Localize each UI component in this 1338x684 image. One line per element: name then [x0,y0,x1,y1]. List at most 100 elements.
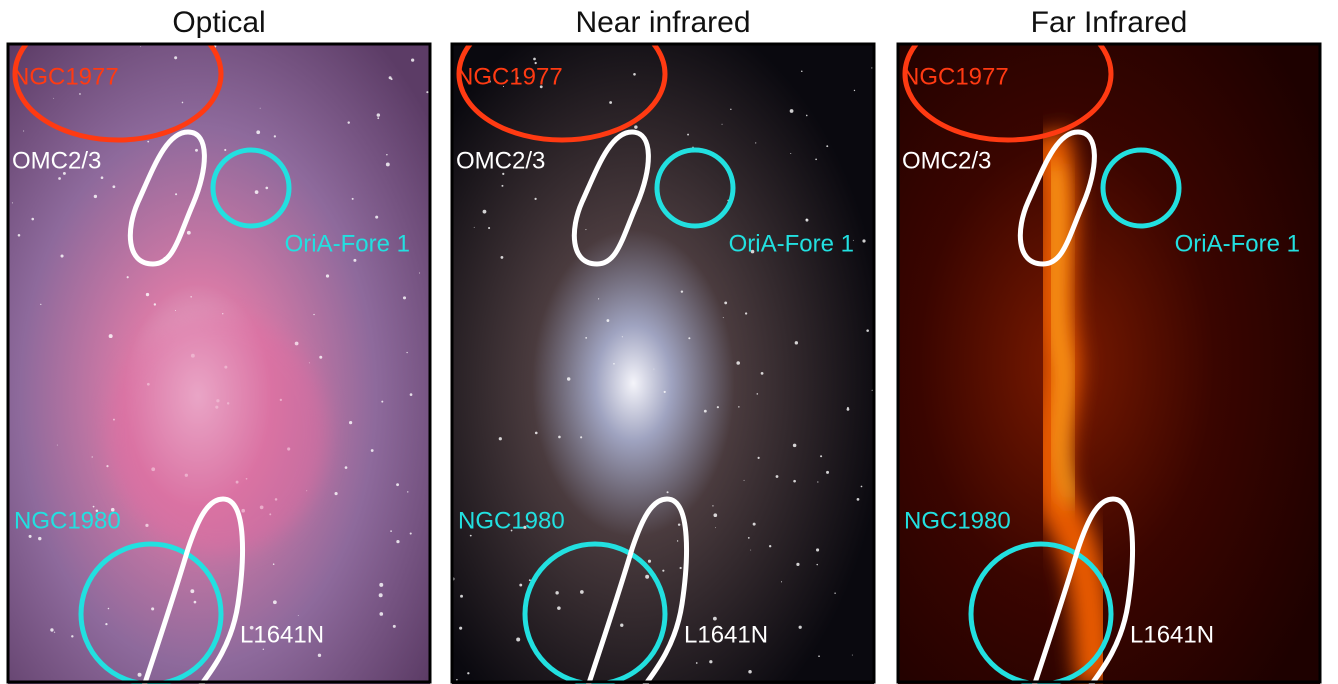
star [175,193,178,196]
star [834,592,836,594]
ngc1980-region [78,541,224,684]
star [409,393,413,396]
star [688,337,691,340]
star [79,93,81,95]
ngc1980-label: NGC1980 [458,507,565,534]
star [713,513,718,518]
star [703,409,707,413]
panel-title: Far Infrared [1031,6,1188,39]
ngc1977-label: NGC1977 [456,63,563,90]
star [317,653,322,657]
star [107,607,110,610]
star [110,507,115,512]
star [249,625,254,630]
star [676,540,679,542]
star [313,313,315,316]
star [140,46,142,48]
star [276,633,278,635]
star [585,337,588,339]
star [40,303,42,306]
panel: NGC1977 OMC2/3 OriA-Fore 1 NGC1980 L1641N [6,42,432,684]
star [193,600,197,604]
star [456,679,458,681]
star [805,114,808,117]
panel-image: NGC1977 OMC2/3 OriA-Fore 1 NGC1980 L1641N [8,44,430,684]
star [715,527,716,529]
omc-region [1017,129,1097,267]
star [190,296,192,298]
star [826,470,830,474]
star [609,101,613,104]
star [407,491,409,493]
star [871,67,873,69]
star [262,648,265,650]
panel-title: Near infrared [575,6,750,39]
star [469,534,472,537]
star [23,130,25,132]
star [679,566,682,570]
star [695,662,698,664]
star [597,298,600,300]
ngc1980-region [968,541,1114,684]
star [528,579,531,582]
star [105,623,108,626]
l1641-region [142,496,246,684]
omc-region [571,129,651,267]
star [510,529,513,532]
star [347,121,350,124]
star [379,582,384,587]
star [53,631,56,633]
star [633,72,636,76]
star [488,226,491,230]
star [620,623,624,627]
star [273,135,276,138]
star [716,406,719,409]
star [62,171,66,175]
panel-border [6,42,432,684]
star [666,491,669,494]
star [126,276,129,279]
star [768,545,772,548]
star [396,539,400,544]
star [780,581,783,583]
star [606,319,610,322]
star [28,534,32,538]
ngc1980-region [522,541,668,684]
star [743,479,745,481]
star [798,625,802,629]
omc-label: OMC2/3 [456,147,545,174]
star [653,368,655,370]
ngc1977-label: NGC1977 [902,63,1009,90]
star [557,606,561,610]
star [738,406,740,408]
star [730,108,732,111]
star [760,372,764,375]
omc-label: OMC2/3 [902,147,991,174]
star [459,626,463,630]
star [534,197,537,201]
star [680,290,684,293]
star [555,591,559,595]
ngc1977-label: NGC1977 [12,63,119,90]
panel-border [896,42,1322,684]
star [108,334,113,339]
star [31,217,35,221]
star [752,522,756,526]
panel: NGC1977 OMC2/3 OriA-Fore 1 NGC1980 L1641N [896,42,1322,684]
omc-label: OMC2/3 [12,147,101,174]
star [349,421,353,425]
star [516,637,521,642]
ngc1980-label: NGC1980 [904,507,1011,534]
star [645,574,650,579]
star [375,215,379,219]
panel-border [450,42,876,684]
star [381,400,384,403]
star [539,85,543,89]
star [558,435,561,439]
star [534,431,538,435]
fore-region [1100,147,1182,229]
star [613,363,615,365]
star [687,133,689,136]
l1641-region [1032,496,1136,684]
star [860,485,863,488]
